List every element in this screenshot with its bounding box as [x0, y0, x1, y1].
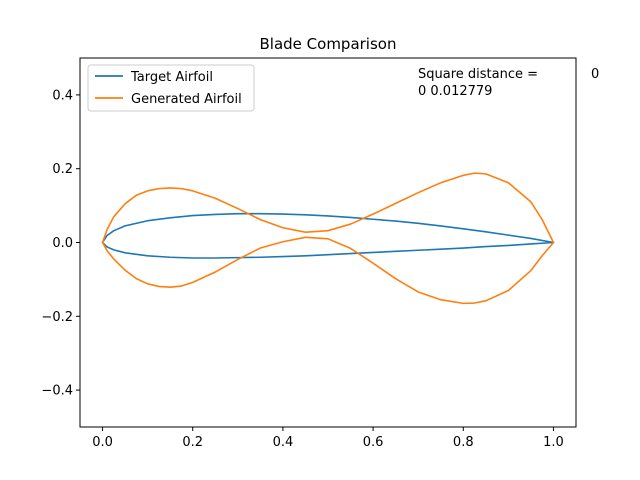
x-tick-label: 0.6	[363, 435, 384, 450]
y-tick-label: 0.2	[52, 162, 73, 177]
series-layer	[101, 172, 555, 305]
y-axis-ticks: −0.4 −0.2 0.0 0.2 0.4	[41, 88, 80, 399]
plot-frame	[79, 57, 577, 428]
annotation-line-2: 0 0.012779	[418, 84, 492, 99]
legend-label-generated-airfoil: Generated Airfoil	[131, 92, 242, 107]
series-line-target-airfoil-upper	[101, 212, 555, 244]
y-tick-label: 0.0	[52, 236, 73, 251]
legend-label-target-airfoil: Target Airfoil	[130, 70, 213, 85]
y-tick-label: 0.4	[52, 88, 73, 103]
series-line-target-airfoil-lower	[101, 241, 555, 259]
x-tick-label: 0.8	[453, 435, 474, 450]
x-tick-label: 0.4	[273, 435, 294, 450]
x-axis-ticks: 0.0 0.2 0.4 0.6 0.8 1.0	[92, 427, 564, 450]
annotation-line-1: Square distance =	[418, 67, 538, 82]
x-tick-label: 1.0	[543, 435, 564, 450]
y-tick-label: −0.2	[41, 310, 73, 325]
annotation-line-1-value: 0	[591, 67, 599, 82]
series-line-generated-airfoil-lower	[101, 236, 555, 305]
legend-box	[87, 64, 255, 112]
x-tick-label: 0.2	[182, 435, 203, 450]
series-line-generated-airfoil-upper	[101, 172, 555, 244]
legend: Target Airfoil Generated Airfoil	[87, 64, 255, 112]
square-distance-annotation: Square distance = 0 0 0.012779	[418, 67, 599, 99]
chart-title: Blade Comparison	[260, 35, 397, 53]
y-tick-label: −0.4	[41, 384, 73, 399]
x-tick-label: 0.0	[92, 435, 113, 450]
